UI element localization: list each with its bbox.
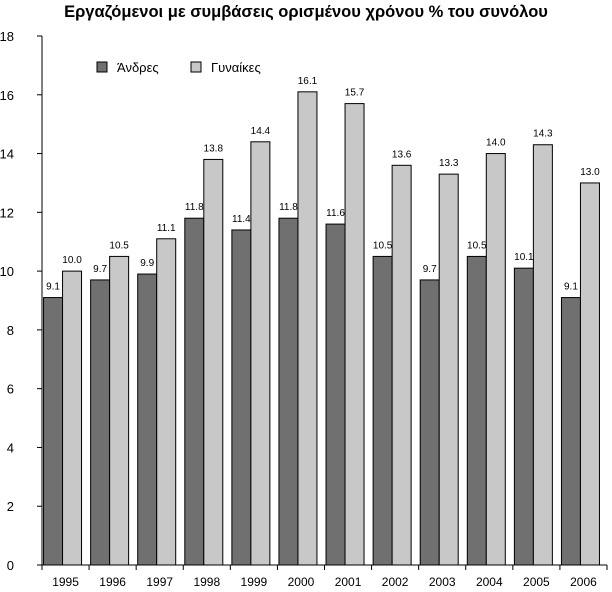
- x-tick-label: 2001: [335, 575, 362, 589]
- bar-men: [184, 217, 205, 566]
- data-label: 11.1: [157, 223, 176, 234]
- legend-label: Άνδρες: [117, 60, 159, 75]
- data-label: 9.7: [423, 264, 437, 275]
- data-label: 10.5: [109, 240, 129, 251]
- x-tick-label: 1999: [241, 575, 268, 589]
- legend-swatch: [190, 61, 202, 73]
- bar-men: [419, 279, 440, 566]
- bar-men: [560, 297, 581, 566]
- bar-men: [43, 297, 64, 566]
- bar-women: [532, 144, 553, 566]
- y-tick-label: 16: [0, 88, 14, 103]
- data-label: 13.0: [580, 167, 600, 178]
- data-label: 10.0: [62, 255, 82, 266]
- x-tick-label: 1995: [52, 575, 79, 589]
- data-label: 11.8: [279, 202, 298, 213]
- bar-women: [438, 173, 459, 566]
- data-label: 10.5: [467, 240, 487, 251]
- data-label: 9.9: [140, 258, 154, 269]
- x-tick-label: 2000: [288, 575, 315, 589]
- data-label: 11.6: [326, 208, 345, 219]
- data-label: 15.7: [345, 88, 365, 99]
- data-label: 13.3: [439, 158, 459, 169]
- bar-women: [156, 238, 177, 566]
- bar-men: [137, 273, 158, 566]
- bar-women: [62, 270, 83, 566]
- x-tick-label: 2003: [429, 575, 456, 589]
- x-tick-label: 1996: [99, 575, 126, 589]
- data-label: 13.8: [204, 143, 224, 154]
- bar-women: [109, 255, 130, 566]
- data-label: 14.0: [486, 138, 506, 149]
- bar-men: [513, 267, 534, 566]
- bar-women: [297, 91, 318, 566]
- bar-women: [344, 103, 365, 566]
- x-tick-label: 2005: [523, 575, 550, 589]
- x-tick-label: 1997: [146, 575, 173, 589]
- bar-women: [391, 164, 412, 566]
- bar-men: [466, 255, 487, 566]
- legend-swatch: [96, 61, 108, 73]
- bar-men: [325, 223, 346, 566]
- y-tick-label: 8: [7, 323, 14, 338]
- bar-women: [485, 153, 506, 566]
- data-label: 11.8: [185, 202, 204, 213]
- y-tick-label: 10: [0, 264, 14, 279]
- data-label: 14.3: [533, 129, 553, 140]
- data-label: 9.1: [564, 282, 578, 293]
- chart-title: Εργαζόμενοι με συμβάσεις ορισμένου χρόνο…: [64, 3, 548, 21]
- data-label: 10.5: [373, 240, 393, 251]
- y-tick-label: 12: [0, 205, 14, 220]
- x-tick-label: 2002: [382, 575, 409, 589]
- x-tick-label: 1998: [193, 575, 220, 589]
- bar-men: [231, 229, 252, 566]
- bar-men: [90, 279, 111, 566]
- x-tick-label: 2004: [476, 575, 503, 589]
- bar-men: [372, 255, 393, 566]
- y-tick-label: 18: [0, 29, 14, 44]
- data-label: 13.6: [392, 149, 412, 160]
- data-label: 9.7: [93, 264, 107, 275]
- data-label: 16.1: [298, 76, 318, 87]
- data-label: 11.4: [232, 214, 251, 225]
- bar-women: [250, 141, 271, 566]
- x-tick-label: 2006: [570, 575, 597, 589]
- y-tick-label: 14: [0, 147, 14, 162]
- bar-women: [203, 158, 224, 566]
- legend-label: Γυναίκες: [211, 60, 261, 75]
- data-label: 14.4: [251, 126, 271, 137]
- data-label: 9.1: [46, 282, 60, 293]
- y-tick-label: 6: [7, 382, 14, 397]
- bar-men: [278, 217, 299, 566]
- bar-women: [579, 182, 600, 566]
- y-tick-label: 0: [7, 558, 14, 573]
- data-label: 10.1: [514, 252, 534, 263]
- y-tick-label: 2: [7, 499, 14, 514]
- y-tick-label: 4: [7, 440, 14, 455]
